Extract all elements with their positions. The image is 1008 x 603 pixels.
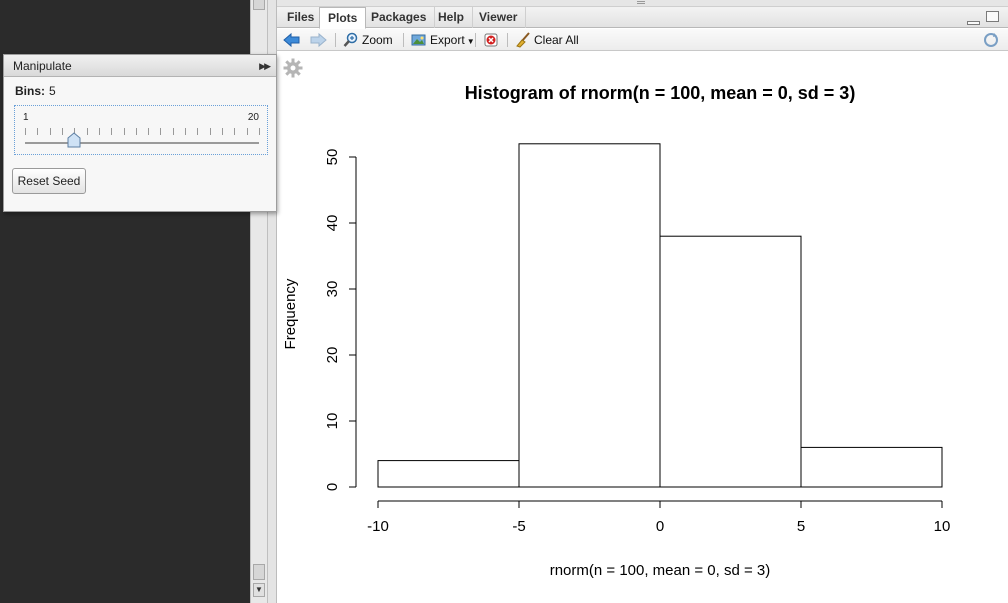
y-tick-label: 0 [324,483,341,491]
broom-icon [516,32,530,48]
refresh-button[interactable] [983,32,1002,48]
export-button[interactable]: Export ▼ [411,32,475,48]
tab-plots[interactable]: Plots [319,7,367,29]
toolbar-separator [507,33,508,47]
bins-value: 5 [49,84,56,98]
y-tick-label: 40 [324,215,341,232]
x-tick-label: 5 [797,518,805,535]
minimize-icon[interactable] [966,21,980,25]
pane-resize-grip[interactable] [277,0,1008,7]
y-tick-label: 50 [324,149,341,166]
reset-seed-button[interactable]: Reset Seed [12,168,86,194]
scroll-down-arrow-icon[interactable]: ▼ [253,583,265,597]
clear-all-label: Clear All [534,33,579,47]
tab-help[interactable]: Help [430,7,474,28]
zoom-label: Zoom [362,33,393,47]
manipulate-header: Manipulate ▶▶ [4,55,276,77]
slider-ticks [25,128,260,138]
arrow-left-icon [283,32,300,48]
x-tick-label: -5 [512,518,525,535]
histogram-bar-1 [518,143,661,488]
bars-group [377,143,943,488]
export-image-icon [411,34,426,46]
x-axis: -10 -5 0 5 10 [367,500,951,535]
histogram-bar-0 [377,460,520,488]
arrow-right-icon [310,32,327,48]
scrollbar-thumb[interactable] [253,564,265,580]
zoom-icon [343,32,358,47]
forward-button[interactable] [309,32,330,48]
y-axis-label: Frequency [282,278,299,349]
back-button[interactable] [283,32,304,48]
remove-plot-button[interactable] [483,32,502,48]
x-axis-label: rnorm(n = 100, mean = 0, sd = 3) [550,562,771,579]
toolbar-separator [475,33,476,47]
slider-min-label: 1 [23,112,29,123]
zoom-button[interactable]: Zoom [343,32,393,48]
caret-down-icon: ▼ [466,37,475,46]
x-tick-label: 10 [934,518,951,535]
y-tick-label: 20 [324,347,341,364]
tab-packages[interactable]: Packages [363,7,436,28]
bins-slider-track[interactable] [25,142,259,144]
plot-viewport: Histogram of rnorm(n = 100, mean = 0, sd… [277,52,1008,603]
plots-pane: Files Plots Packages Help Viewer Zoom Ex… [276,0,1008,603]
pane-tab-bar: Files Plots Packages Help Viewer [277,7,1008,29]
histogram-bar-2 [659,235,802,488]
tab-files[interactable]: Files [279,7,324,28]
bins-label: Bins: [15,84,45,98]
tab-viewer[interactable]: Viewer [471,7,527,28]
x-tick-label: 0 [656,518,664,535]
x-tick-label: -10 [367,518,389,535]
histogram-chart: Histogram of rnorm(n = 100, mean = 0, sd… [282,83,951,579]
bins-row: Bins: 5 [15,84,56,98]
manipulate-title: Manipulate [13,59,72,73]
chart-title: Histogram of rnorm(n = 100, mean = 0, sd… [465,83,856,103]
bins-slider-thumb[interactable] [67,132,81,148]
toolbar-separator [403,33,404,47]
y-tick-label: 10 [324,413,341,430]
scrollbar-top-cap[interactable] [253,0,265,10]
maximize-icon[interactable] [986,11,999,22]
clear-all-button[interactable]: Clear All [515,32,579,48]
expand-icon[interactable]: ▶▶ [259,61,271,71]
bins-slider-container: 1 20 [14,105,268,155]
toolbar-separator [335,33,336,47]
window-buttons [964,11,999,25]
gear-icon[interactable] [283,58,303,78]
remove-plot-icon [484,33,498,47]
histogram-bar-3 [800,446,943,488]
refresh-icon [984,33,998,47]
slider-max-label: 20 [247,112,259,123]
plots-toolbar: Zoom Export ▼ Clear All [277,29,1008,51]
y-axis: 0 10 20 30 40 50 [324,149,357,491]
export-label: Export [430,33,465,47]
manipulate-panel: Manipulate ▶▶ Bins: 5 1 20 Reset Seed [3,54,277,212]
pane-splitter[interactable] [268,0,276,603]
y-tick-label: 30 [324,281,341,298]
